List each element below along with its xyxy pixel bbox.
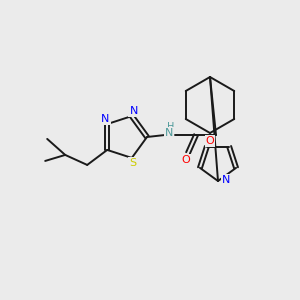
Text: O: O	[206, 136, 214, 146]
Text: O: O	[182, 155, 190, 165]
Text: S: S	[129, 158, 137, 168]
Text: N: N	[222, 175, 230, 185]
Text: N: N	[101, 114, 110, 124]
Text: N: N	[165, 128, 173, 138]
Text: H: H	[167, 122, 175, 132]
Text: N: N	[130, 106, 138, 116]
